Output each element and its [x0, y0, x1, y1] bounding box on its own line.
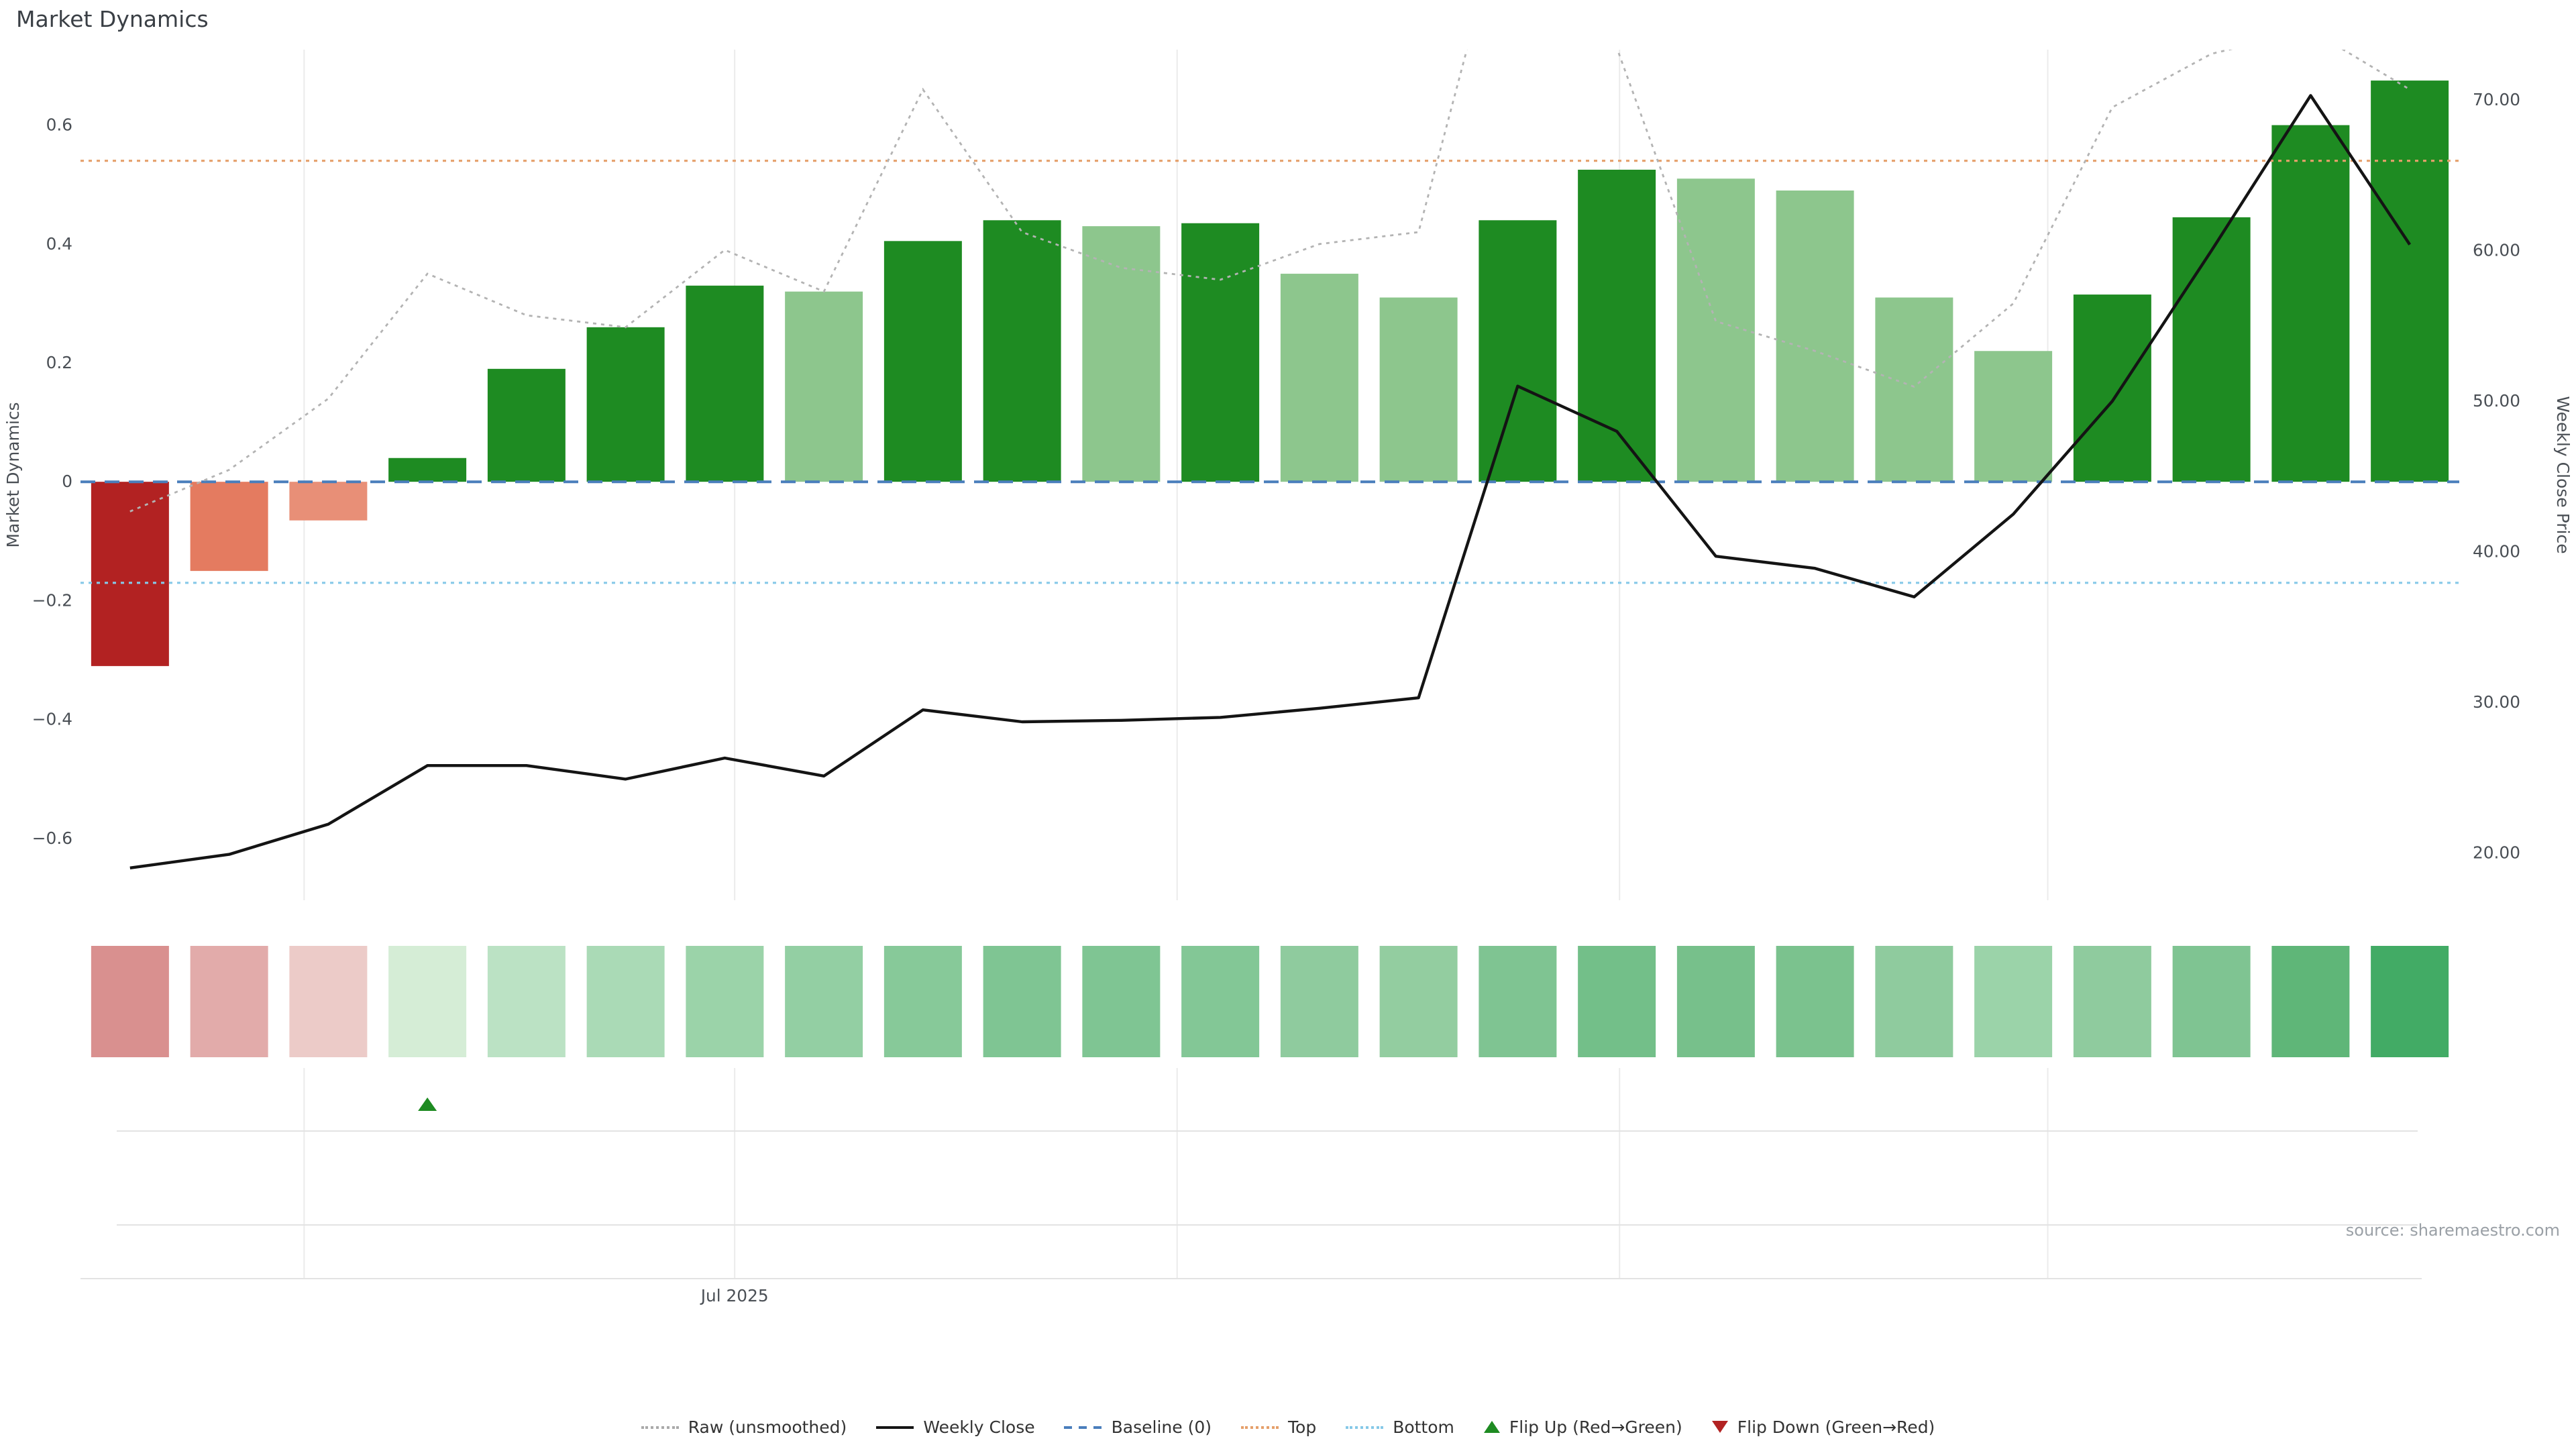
dynamics-bar: [586, 327, 665, 482]
dynamics-bar: [2271, 125, 2350, 482]
dynamics-bar: [2172, 217, 2251, 482]
dynamics-bar: [1875, 297, 1953, 482]
left-tick-label: 0.2: [46, 353, 72, 372]
dynamics-bar: [1776, 191, 1854, 482]
left-tick-label: −0.6: [32, 828, 72, 848]
flip-up-marker: [418, 1097, 437, 1111]
heatmap-cell: [1479, 946, 1557, 1057]
right-tick-label: 60.00: [2473, 241, 2520, 260]
source-note: source: sharemaestro.com: [2345, 1221, 2560, 1240]
heatmap-cell: [2371, 946, 2449, 1057]
legend-label: Weekly Close: [923, 1417, 1035, 1437]
dynamics-bar: [1974, 351, 2053, 482]
chart-title: Market Dynamics: [16, 7, 209, 32]
dynamics-bar: [2073, 294, 2151, 482]
legend-label: Flip Up (Red→Green): [1509, 1417, 1682, 1437]
legend-item-baseline-0[interactable]: Baseline (0): [1064, 1417, 1212, 1437]
dynamics-bar: [190, 482, 268, 572]
heatmap-cell: [883, 946, 962, 1057]
right-tick-label: 50.00: [2473, 391, 2520, 411]
right-tick-label: 20.00: [2473, 843, 2520, 862]
dynamics-bar: [883, 241, 962, 482]
left-tick-label: 0.6: [46, 115, 72, 135]
dotted-line-swatch: [1241, 1426, 1279, 1428]
heatmap-cell: [1578, 946, 1656, 1057]
dynamics-bar: [91, 482, 169, 666]
heatmap-cell: [785, 946, 863, 1057]
dynamics-bar: [983, 220, 1061, 482]
legend-item-weekly-close[interactable]: Weekly Close: [876, 1417, 1035, 1437]
legend-item-raw-unsmoothed[interactable]: Raw (unsmoothed): [641, 1417, 847, 1437]
dynamics-bar: [2371, 80, 2449, 482]
dynamics-bar: [289, 482, 368, 521]
heatmap-cell: [487, 946, 566, 1057]
left-axis-title: Market Dynamics: [3, 402, 23, 547]
legend-label: Flip Down (Green→Red): [1737, 1417, 1935, 1437]
heatmap-cell: [983, 946, 1061, 1057]
legend: Raw (unsmoothed) Weekly Close Baseline (0)…: [0, 1417, 2576, 1437]
heatmap-cell: [586, 946, 665, 1057]
dynamics-bar: [785, 291, 863, 482]
left-tick-label: 0: [62, 472, 72, 491]
heatmap-cell: [1676, 946, 1755, 1057]
legend-label: Raw (unsmoothed): [688, 1417, 847, 1437]
left-tick-label: −0.4: [32, 710, 72, 729]
dynamics-bar: [1578, 169, 1656, 482]
right-tick-label: 70.00: [2473, 90, 2520, 109]
heatmap-cell: [1379, 946, 1458, 1057]
x-axis-label: Jul 2025: [700, 1286, 769, 1305]
heatmap-cell: [1974, 946, 2053, 1057]
heatmap-cell: [2073, 946, 2151, 1057]
dotted-line-swatch: [1346, 1426, 1384, 1428]
legend-item-bottom[interactable]: Bottom: [1346, 1417, 1454, 1437]
dotted-line-swatch: [641, 1426, 679, 1428]
dynamics-bar: [1676, 178, 1755, 482]
left-tick-label: −0.2: [32, 590, 72, 610]
heatmap-cell: [190, 946, 268, 1057]
dynamics-bar: [686, 285, 764, 482]
heatmap-cell: [1875, 946, 1953, 1057]
right-axis-title: Weekly Close Price: [2553, 396, 2573, 553]
raw-line: [129, 50, 2410, 513]
heatmap-cell: [1082, 946, 1161, 1057]
dynamics-bar: [1479, 220, 1557, 482]
left-tick-label: 0.4: [46, 234, 72, 254]
legend-item-flip-down-green-red[interactable]: Flip Down (Green→Red): [1711, 1417, 1935, 1437]
legend-item-flip-up-red-green[interactable]: Flip Up (Red→Green): [1483, 1417, 1682, 1437]
chart-canvas[interactable]: 0.6 0.4 0.2 0 −0.2 −0.4 −0.6 70.00 60.00 50.00 40.…: [0, 0, 2576, 1395]
legend-label: Top: [1288, 1417, 1317, 1437]
legend-label: Bottom: [1393, 1417, 1454, 1437]
right-tick-label: 30.00: [2473, 692, 2520, 712]
flip-up-legend-icon: [1483, 1421, 1500, 1433]
heatmap-cell: [1280, 946, 1358, 1057]
heatmap-cell: [1181, 946, 1260, 1057]
dynamics-bar: [1181, 223, 1260, 482]
heatmap-cell: [2172, 946, 2251, 1057]
heatmap-cell: [1776, 946, 1854, 1057]
dynamics-bar: [487, 368, 566, 482]
heatmap-cell: [2271, 946, 2350, 1057]
dynamics-bar: [1280, 274, 1358, 482]
legend-item-top[interactable]: Top: [1241, 1417, 1316, 1437]
dynamics-bar: [1082, 226, 1161, 482]
right-tick-label: 40.00: [2473, 541, 2520, 561]
heatmap-cell: [289, 946, 368, 1057]
heatmap-cell: [91, 946, 169, 1057]
dynamics-bar: [1379, 297, 1458, 482]
flip-down-legend-icon: [1711, 1421, 1728, 1433]
solid-line-swatch: [876, 1426, 914, 1428]
dashed-line-swatch: [1064, 1426, 1102, 1428]
heatmap-cell: [686, 946, 764, 1057]
weekly-close-line: [129, 94, 2412, 869]
dynamics-bar: [388, 458, 467, 482]
heatmap-cell: [388, 946, 467, 1057]
legend-label: Baseline (0): [1111, 1417, 1212, 1437]
